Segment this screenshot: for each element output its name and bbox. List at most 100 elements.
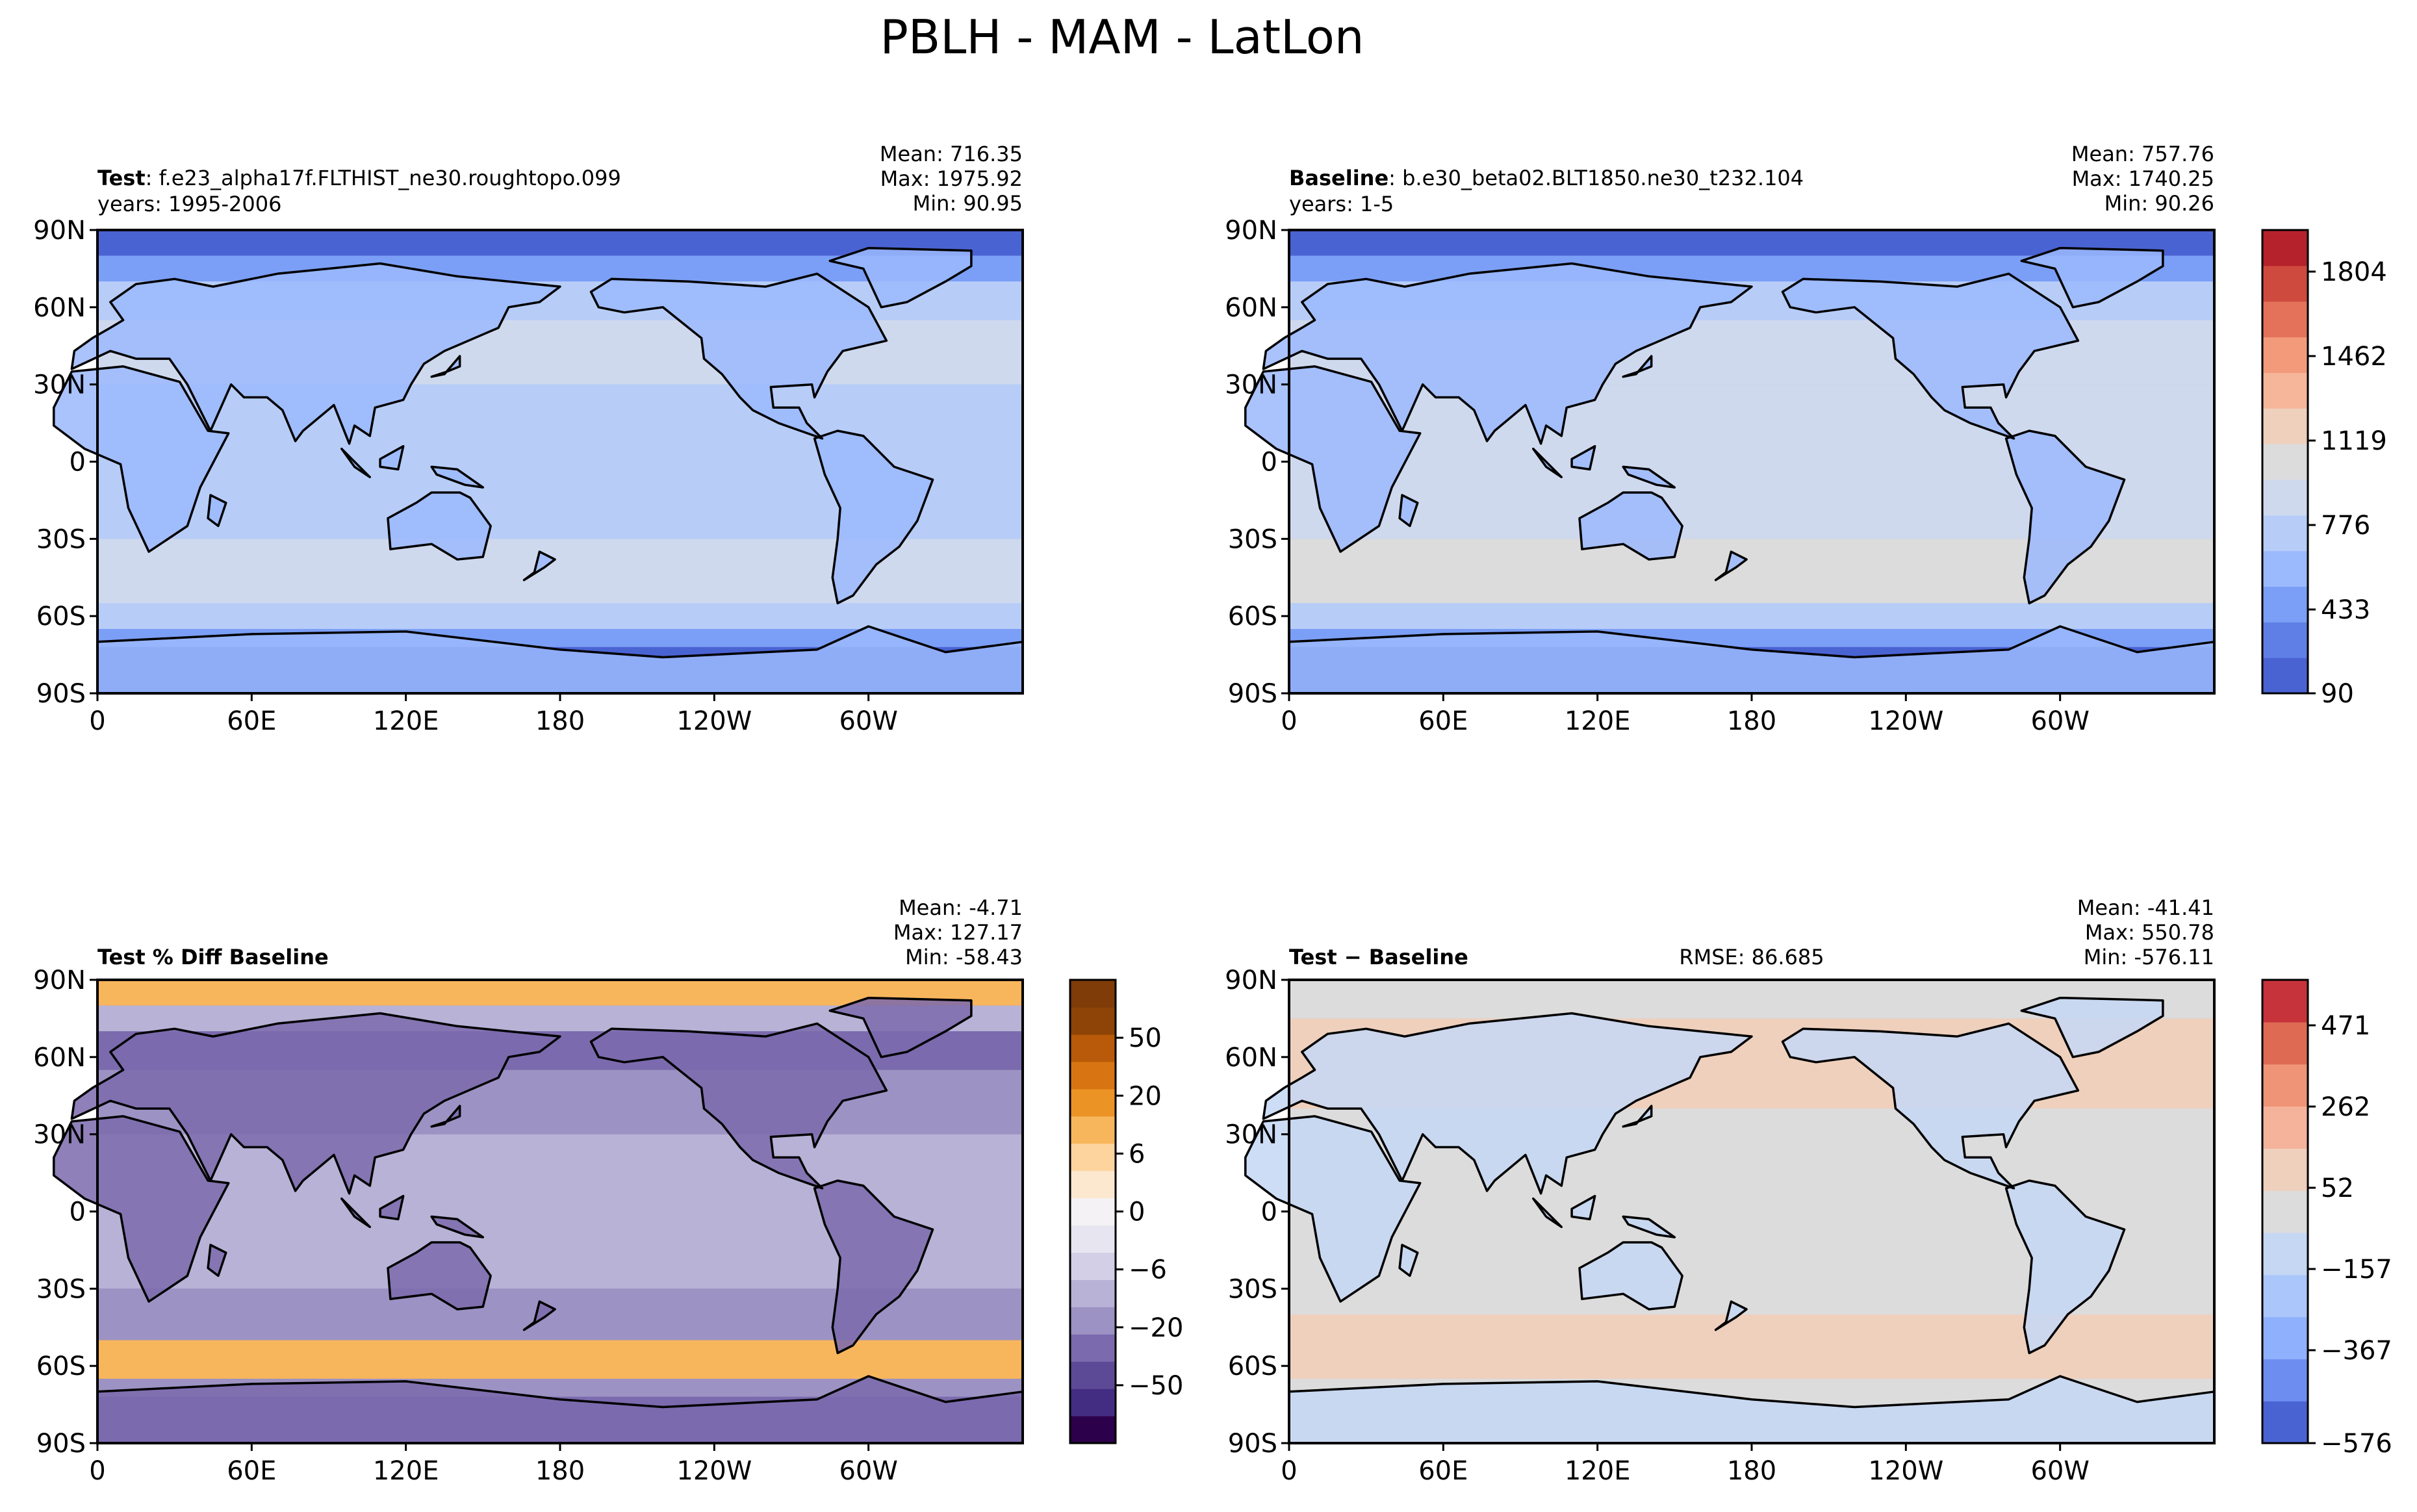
map-diff-lon-tick-label: 60E [1418,1456,1468,1486]
map-pctdiff-lat-tick-label: 60S [36,1352,86,1381]
panel-baseline-label-rest: : b.e30_beta02.BLT1850.ne30_t232.104 [1388,166,1804,190]
colorbar-diff-tick-label: −576 [2321,1429,2392,1459]
panel-baseline-max: Max: 1740.25 [2072,166,2214,191]
colorbar-main: 1804 1462 1119 776 433 90 [2261,229,2387,709]
map-baseline-lon-tick-label: 0 [1281,706,1297,736]
map-diff-lon-tick-label: 120W [1868,1456,1943,1486]
map-pctdiff-lat-tick-label: 30S [36,1274,86,1304]
map-baseline-lat-tick-label: 90S [1228,679,1277,709]
map-baseline-lat-tick-label: 60N [1225,293,1277,323]
map-diff-lon-tick-label: 120E [1565,1456,1631,1486]
colorbar-diff-swatch [2262,1148,2308,1191]
map-test-lon-tick-label: 0 [89,706,105,736]
colorbar-diff-swatch [2262,1274,2308,1318]
panel-pctdiff-label: Test % Diff Baseline [97,945,329,969]
map-diff-lat-tick-label: 60S [1228,1352,1277,1381]
colorbar-pctdiff-tick-label: 0 [1129,1198,1145,1227]
colorbar-main-swatch [2262,230,2308,266]
colorbar-pctdiff-swatch [1070,1034,1116,1062]
map-test-band-6 [97,603,1023,629]
panel-pctdiff-mean: Mean: -4.71 [899,895,1023,920]
map-diff-lat-tick-label: 30S [1228,1274,1277,1304]
colorbar-pctdiff-swatch [1070,1143,1116,1172]
map-test-lat-tick-label: 60N [33,293,86,323]
colorbar-main-swatch [2262,301,2308,338]
colorbar-diff-swatch [2262,1190,2308,1233]
panel-test-mean: Mean: 716.35 [880,142,1023,166]
map-test-lat-tick-label: 0 [70,448,86,478]
map-diff-lat-tick-label: 60N [1225,1043,1277,1073]
panel-pctdiff-min: Min: -58.43 [905,945,1023,969]
panel-baseline-label: Baseline: b.e30_beta02.BLT1850.ne30_t232… [1289,166,1804,190]
colorbar-diff-tick-label: 471 [2321,1011,2370,1041]
map-baseline-lat-tick-label: 60S [1228,602,1277,632]
colorbar-pctdiff: 50 20 6 0 −6 −20 −50 [1069,979,1183,1444]
colorbar-main-swatch [2262,372,2308,409]
colorbar-pctdiff-swatch [1070,1307,1116,1335]
panel-baseline: Baseline: b.e30_beta02.BLT1850.ne30_t232… [1225,142,2216,736]
map-diff-lat-tick-label: 90S [1228,1429,1277,1459]
colorbar-diff-swatch [2262,1401,2308,1444]
map-baseline-lon-tick-label: 120E [1565,706,1631,736]
colorbar-diff-frame [2261,979,2309,1444]
colorbar-main-swatch [2262,479,2308,516]
panel-diff-max: Max: 550.78 [2085,920,2214,945]
panel-test: Test: f.e23_alpha17f.FLTHIST_ne30.rought… [33,142,1024,736]
map-pctdiff-lat-tick-label: 90N [33,966,86,995]
map-baseline-lat-tick-label: 90N [1225,216,1277,246]
colorbar-main-swatch [2262,658,2308,694]
colorbar-main-tick-label: 776 [2321,511,2370,541]
map-baseline-band-6 [1289,603,2214,629]
colorbar-pctdiff-swatch [1070,980,1116,1008]
colorbar-main-swatch [2262,408,2308,444]
map-test-lat-tick-label: 30N [33,370,86,400]
colorbar-main-tick-label: 1804 [2321,257,2387,287]
map-baseline-lon-tick-label: 120W [1868,706,1943,736]
map-test-lon-tick-label: 120W [676,706,752,736]
map-test-lat-tick-label: 90N [33,216,86,246]
colorbar-pctdiff-swatch [1070,1088,1116,1117]
map-pctdiff-coastlines [53,996,1024,1444]
panel-diff-min: Min: -576.11 [2084,945,2214,969]
colorbar-pctdiff-tick-label: −6 [1129,1255,1167,1285]
map-baseline-lat-tick-label: 30N [1225,370,1277,400]
colorbar-main-tick-label: 1462 [2321,342,2387,372]
colorbar-diff-swatch [2262,980,2308,1023]
colorbar-main-tick-label: 90 [2321,679,2354,709]
panel-test-label: Test: f.e23_alpha17f.FLTHIST_ne30.rought… [97,166,621,190]
colorbar-diff: 471 262 52 −157 −367 −576 [2261,979,2392,1459]
panel-baseline-label-bold: Baseline [1289,166,1388,190]
map-diff-lon-tick-label: 0 [1281,1456,1297,1486]
panel-diff-rmse: RMSE: 86.685 [1679,945,1824,969]
colorbar-diff-swatch [2262,1359,2308,1402]
panel-diff: Test − Baseline RMSE: 86.685 Mean: -41.4… [1225,895,2216,1486]
colorbar-diff-tick-label: 262 [2321,1092,2370,1122]
map-test-coastlines [53,246,1024,695]
map-pctdiff-lon-tick-label: 120E [373,1456,439,1486]
panel-baseline-years: years: 1-5 [1289,192,1394,216]
colorbar-pctdiff-swatch [1070,1252,1116,1280]
colorbar-main-swatch [2262,586,2308,622]
colorbar-pctdiff-swatch [1070,1334,1116,1362]
map-test-lat-tick-label: 90S [36,679,86,709]
panel-pctdiff: Test % Diff Baseline Mean: -4.71 Max: 12… [33,895,1024,1486]
map-test-lat-tick-label: 60S [36,602,86,632]
colorbar-pctdiff-swatch [1070,1061,1116,1090]
colorbar-main-frame [2261,229,2309,695]
colorbar-pctdiff-tick-label: −50 [1129,1371,1183,1401]
map-test-lon-tick-label: 60E [227,706,276,736]
colorbar-diff-tick-label: 52 [2321,1173,2354,1203]
colorbar-main-swatch [2262,337,2308,373]
panel-test-years: years: 1995-2006 [97,192,281,216]
map-baseline-lon-tick-label: 60W [2030,706,2089,736]
colorbar-diff-swatch [2262,1021,2308,1065]
colorbar-diff-swatch [2262,1316,2308,1359]
colorbar-pctdiff-swatch [1070,1116,1116,1144]
map-pctdiff-lon-tick-label: 120W [676,1456,752,1486]
colorbar-pctdiff-tick-label: 6 [1129,1139,1145,1169]
map-baseline-lat-tick-label: 30S [1228,524,1277,554]
panel-baseline-mean: Mean: 757.76 [2071,142,2214,166]
map-pctdiff-lon-tick-label: 60W [839,1456,897,1486]
colorbar-pctdiff-swatch [1070,1279,1116,1307]
